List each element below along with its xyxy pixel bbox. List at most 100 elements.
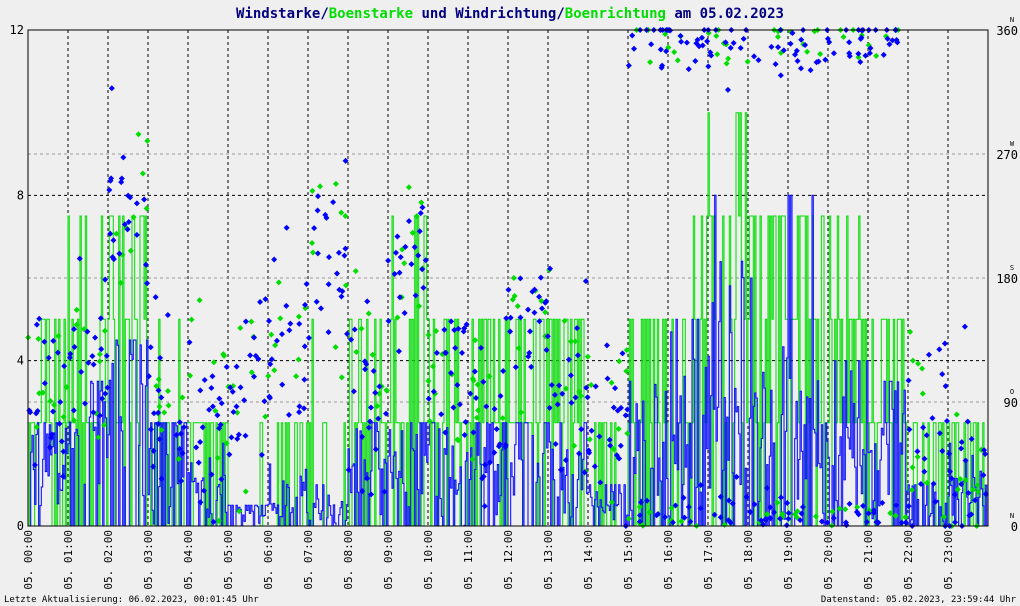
wind-direction-point (480, 378, 487, 385)
wind-direction-point (76, 255, 83, 262)
wind-direction-point (917, 481, 924, 488)
wind-direction-point (179, 450, 186, 457)
wind-direction-point (279, 331, 286, 338)
wind-direction-point (536, 318, 543, 325)
wind-direction-point (301, 343, 308, 350)
wind-direction-point (697, 505, 704, 512)
wind-direction-point (216, 395, 223, 402)
gust-direction-point (774, 499, 781, 506)
wind-direction-point (625, 62, 632, 69)
wind-direction-point (233, 363, 240, 370)
gust-direction-point (510, 274, 517, 281)
gust-direction-point (723, 60, 730, 67)
gust-direction-point (518, 409, 525, 416)
wind-direction-point (127, 194, 134, 201)
wind-direction-point (350, 388, 357, 395)
wind-direction-point (186, 339, 193, 346)
wind-direction-point (402, 243, 409, 250)
y-right-tick-label: 360 (996, 24, 1018, 38)
wind-direction-point (150, 447, 157, 454)
gust-direction-point (829, 508, 836, 515)
wind-direction-point (71, 343, 78, 350)
wind-direction-point (273, 337, 280, 344)
wind-direction-point (422, 257, 429, 264)
wind-direction-point (338, 293, 345, 300)
y-left-tick-label: 12 (10, 23, 24, 37)
wind-direction-point (798, 510, 805, 517)
gust-direction-point (923, 479, 930, 486)
wind-direction-point (362, 366, 369, 373)
gust-direction-point (713, 32, 720, 39)
x-tick-label: 05. 04:00 (182, 530, 195, 590)
wind-direction-point (98, 346, 105, 353)
wind-direction-point (176, 419, 183, 426)
wind-direction-point (419, 204, 426, 211)
gust-direction-point (277, 315, 284, 322)
wind-direction-point (228, 434, 235, 441)
gust-direction-point (515, 345, 522, 352)
wind-direction-point (118, 175, 125, 182)
wind-direction-point (34, 408, 41, 415)
gust-direction-point (473, 414, 480, 421)
wind-direction-point (680, 494, 687, 501)
wind-direction-point (889, 37, 896, 44)
gust-direction-point (36, 390, 43, 397)
wind-direction-point (104, 384, 111, 391)
wind-direction-point (873, 519, 880, 526)
title-separator-2: / (556, 6, 564, 22)
gust-direction-point (836, 505, 843, 512)
wind-direction-point (698, 34, 705, 41)
wind-direction-series (26, 27, 989, 529)
y-right-tick-label: 270 (996, 148, 1018, 162)
wind-direction-point (813, 59, 820, 66)
wind-direction-point (862, 52, 869, 59)
gust-direction-point (405, 184, 412, 191)
x-tick-label: 05. 22:00 (902, 530, 915, 590)
y-left-tick-label: 8 (17, 188, 24, 202)
compass-label: O (1010, 388, 1014, 396)
wind-direction-point (789, 29, 796, 36)
gust-direction-point (39, 389, 46, 396)
wind-direction-point (582, 278, 589, 285)
wind-direction-point (870, 507, 877, 514)
wind-direction-point (597, 479, 604, 486)
wind-direction-point (438, 411, 445, 418)
gust-direction-point (215, 517, 222, 524)
wind-direction-point (768, 43, 775, 50)
wind-direction-point (843, 522, 850, 529)
wind-direction-point (296, 409, 303, 416)
wind-direction-point (921, 468, 928, 475)
wind-direction-point (802, 42, 809, 49)
wind-direction-point (287, 320, 294, 327)
wind-direction-point (905, 503, 912, 510)
wind-direction-point (266, 393, 273, 400)
gust-direction-point (295, 356, 302, 363)
gust-direction-point (646, 509, 653, 516)
wind-direction-point (946, 450, 953, 457)
wind-direction-point (31, 462, 38, 469)
wind-direction-point (366, 418, 373, 425)
gust-direction-point (275, 279, 282, 286)
gust-direction-point (35, 335, 42, 342)
gust-direction-point (636, 503, 643, 510)
wind-direction-point (227, 384, 234, 391)
wind-direction-point (705, 63, 712, 70)
wind-direction-point (365, 424, 372, 431)
wind-direction-point (314, 207, 321, 214)
wind-direction-point (727, 44, 734, 51)
gust-direction-point (586, 436, 593, 443)
wind-direction-point (152, 294, 159, 301)
wind-direction-point (619, 350, 626, 357)
wind-direction-point (958, 445, 965, 452)
wind-direction-point (463, 321, 470, 328)
wind-direction-point (704, 38, 711, 45)
wind-direction-point (537, 274, 544, 281)
wind-direction-point (880, 51, 887, 58)
wind-direction-point (461, 431, 468, 438)
wind-direction-point (322, 211, 329, 218)
wind-direction-point (116, 250, 123, 257)
wind-direction-point (733, 473, 740, 480)
x-tick-label: 05. 02:00 (102, 530, 115, 590)
gust-direction-point (577, 393, 584, 400)
x-tick-label: 05. 17:00 (702, 530, 715, 590)
